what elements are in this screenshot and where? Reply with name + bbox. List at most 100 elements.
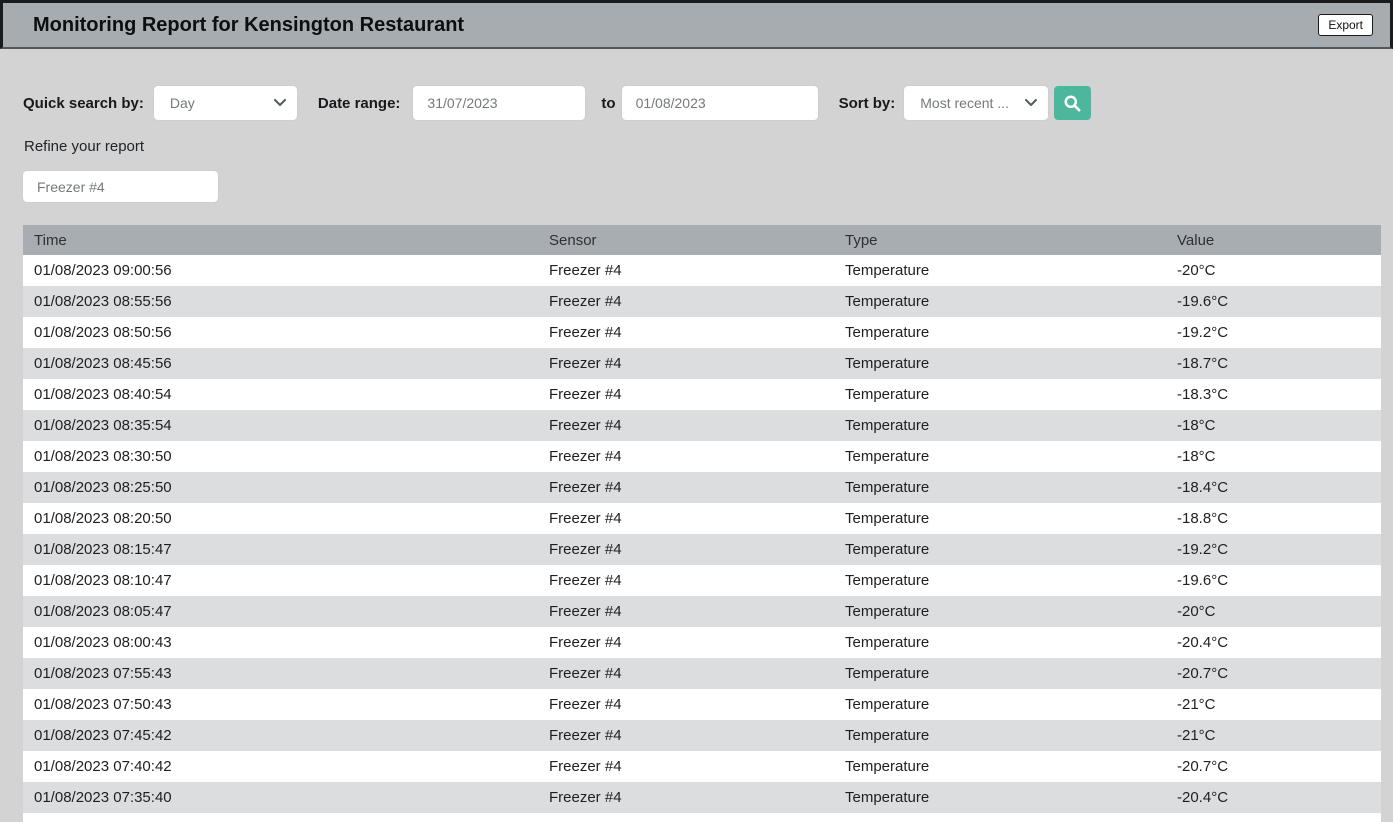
cell-time: 01/08/2023 08:05:47 — [23, 596, 538, 627]
cell-sensor: Freezer #4 — [538, 410, 834, 441]
chevron-down-icon — [1025, 99, 1038, 106]
table-partial-row — [23, 813, 1381, 822]
sort-by-select[interactable]: Most recent ... — [904, 86, 1049, 120]
table-row: 01/08/2023 08:40:54 Freezer #4 Temperatu… — [23, 379, 1381, 410]
cell-type: Temperature — [834, 782, 1166, 813]
cell-time: 01/08/2023 08:15:47 — [23, 534, 538, 565]
cell-value: -20.4°C — [1166, 782, 1381, 813]
cell-value: -20°C — [1166, 596, 1381, 627]
cell-value: -20.7°C — [1166, 751, 1381, 782]
column-header-type: Type — [834, 225, 1166, 255]
cell-sensor: Freezer #4 — [538, 472, 834, 503]
cell-sensor: Freezer #4 — [538, 565, 834, 596]
sort-by-label: Sort by: — [838, 94, 896, 112]
date-range-label: Date range: — [317, 94, 401, 112]
quick-search-value: Day — [169, 95, 195, 111]
cell-time: 01/08/2023 07:35:40 — [23, 782, 538, 813]
search-button[interactable] — [1054, 86, 1092, 120]
table-row: 01/08/2023 08:45:56 Freezer #4 Temperatu… — [23, 348, 1381, 379]
table-row: 01/08/2023 08:55:56 Freezer #4 Temperatu… — [23, 286, 1381, 317]
cell-sensor: Freezer #4 — [538, 286, 834, 317]
cell-type: Temperature — [834, 689, 1166, 720]
quick-search-label: Quick search by: — [23, 94, 144, 112]
cell-time: 01/08/2023 08:25:50 — [23, 472, 538, 503]
cell-value: -19.6°C — [1166, 286, 1381, 317]
table-row: 01/08/2023 08:05:47 Freezer #4 Temperatu… — [23, 596, 1381, 627]
cell-time: 01/08/2023 08:55:56 — [23, 286, 538, 317]
table-row: 01/08/2023 08:10:47 Freezer #4 Temperatu… — [23, 565, 1381, 596]
cell-sensor: Freezer #4 — [538, 596, 834, 627]
table-row: 01/08/2023 07:55:43 Freezer #4 Temperatu… — [23, 658, 1381, 689]
column-header-time: Time — [23, 225, 538, 255]
cell-value: -20.7°C — [1166, 658, 1381, 689]
date-from-input[interactable] — [413, 86, 586, 120]
cell-time: 01/08/2023 08:30:50 — [23, 441, 538, 472]
date-to-label: to — [601, 94, 616, 112]
cell-type: Temperature — [834, 348, 1166, 379]
topbar: Monitoring Report for Kensington Restaur… — [0, 0, 1393, 49]
cell-type: Temperature — [834, 565, 1166, 596]
column-header-value: Value — [1166, 225, 1381, 255]
column-header-sensor: Sensor — [538, 225, 834, 255]
cell-time: 01/08/2023 08:10:47 — [23, 565, 538, 596]
refine-report-label: Refine your report — [24, 138, 145, 155]
filter-bar: Quick search by: Day Date range: to Sort… — [23, 86, 1370, 120]
cell-time: 01/08/2023 08:45:56 — [23, 348, 538, 379]
cell-sensor: Freezer #4 — [538, 534, 834, 565]
cell-time: 01/08/2023 07:55:43 — [23, 658, 538, 689]
cell-time: 01/08/2023 07:45:42 — [23, 720, 538, 751]
table-row: 01/08/2023 08:35:54 Freezer #4 Temperatu… — [23, 410, 1381, 441]
cell-value: -20°C — [1166, 255, 1381, 286]
table-row: 01/08/2023 08:25:50 Freezer #4 Temperatu… — [23, 472, 1381, 503]
cell-sensor: Freezer #4 — [538, 782, 834, 813]
table-row: 01/08/2023 08:50:56 Freezer #4 Temperatu… — [23, 317, 1381, 348]
cell-sensor: Freezer #4 — [538, 720, 834, 751]
table-row: 01/08/2023 08:00:43 Freezer #4 Temperatu… — [23, 627, 1381, 658]
cell-time: 01/08/2023 07:50:43 — [23, 689, 538, 720]
cell-value: -18.4°C — [1166, 472, 1381, 503]
cell-type: Temperature — [834, 379, 1166, 410]
cell-value: -19.2°C — [1166, 534, 1381, 565]
cell-value: -19.2°C — [1166, 317, 1381, 348]
cell-sensor: Freezer #4 — [538, 348, 834, 379]
cell-sensor: Freezer #4 — [538, 658, 834, 689]
cell-sensor: Freezer #4 — [538, 379, 834, 410]
table-row: 01/08/2023 08:20:50 Freezer #4 Temperatu… — [23, 503, 1381, 534]
report-table: Time Sensor Type Value 01/08/2023 09:00:… — [23, 225, 1381, 822]
cell-value: -20.4°C — [1166, 627, 1381, 658]
table-row: 01/08/2023 08:15:47 Freezer #4 Temperatu… — [23, 534, 1381, 565]
refine-report-input[interactable] — [23, 171, 218, 202]
table-row: 01/08/2023 07:40:42 Freezer #4 Temperatu… — [23, 751, 1381, 782]
quick-search-select[interactable]: Day — [153, 86, 297, 120]
cell-value: -21°C — [1166, 720, 1381, 751]
table-row: 01/08/2023 08:30:50 Freezer #4 Temperatu… — [23, 441, 1381, 472]
cell-type: Temperature — [834, 751, 1166, 782]
page-title: Monitoring Report for Kensington Restaur… — [33, 13, 465, 36]
cell-sensor: Freezer #4 — [538, 255, 834, 286]
sort-by-value: Most recent ... — [920, 95, 1009, 111]
table-header: Time Sensor Type Value — [23, 225, 1381, 255]
cell-type: Temperature — [834, 720, 1166, 751]
cell-type: Temperature — [834, 286, 1166, 317]
cell-sensor: Freezer #4 — [538, 441, 834, 472]
cell-type: Temperature — [834, 410, 1166, 441]
cell-type: Temperature — [834, 596, 1166, 627]
export-button[interactable]: Export — [1318, 14, 1373, 36]
cell-value: -18.7°C — [1166, 348, 1381, 379]
cell-sensor: Freezer #4 — [538, 503, 834, 534]
cell-value: -18.8°C — [1166, 503, 1381, 534]
table-row: 01/08/2023 09:00:56 Freezer #4 Temperatu… — [23, 255, 1381, 286]
chevron-down-icon — [273, 99, 286, 106]
cell-type: Temperature — [834, 503, 1166, 534]
cell-time: 01/08/2023 09:00:56 — [23, 255, 538, 286]
cell-value: -18.3°C — [1166, 379, 1381, 410]
cell-value: -18°C — [1166, 441, 1381, 472]
cell-time: 01/08/2023 08:20:50 — [23, 503, 538, 534]
cell-value: -21°C — [1166, 689, 1381, 720]
cell-value: -18°C — [1166, 410, 1381, 441]
cell-sensor: Freezer #4 — [538, 627, 834, 658]
cell-time: 01/08/2023 08:40:54 — [23, 379, 538, 410]
cell-sensor: Freezer #4 — [538, 689, 834, 720]
date-to-input[interactable] — [621, 86, 818, 120]
